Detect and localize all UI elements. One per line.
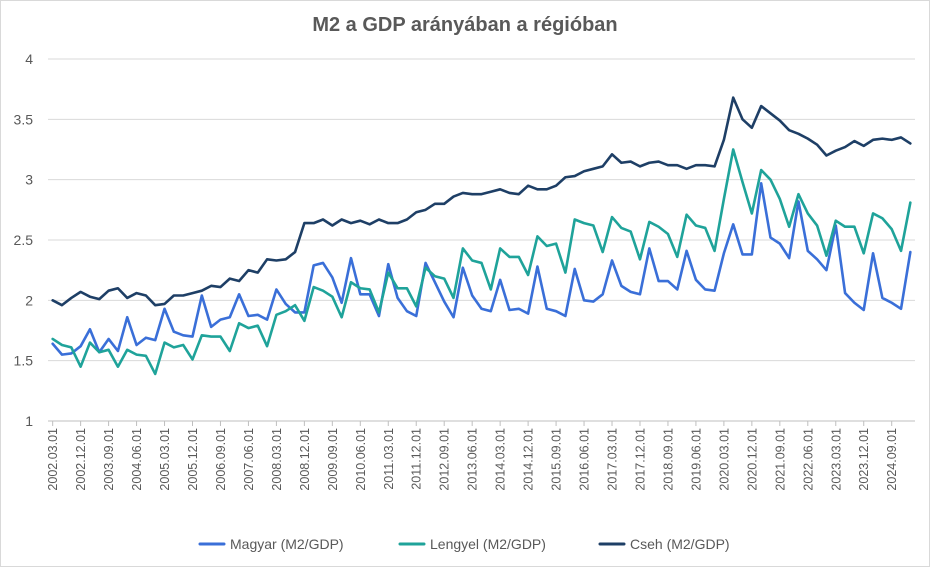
x-tick-label: 2021.09.01: [773, 428, 787, 491]
x-tick-label: 2004.06.01: [130, 428, 144, 491]
x-tick-label: 2015.09.01: [550, 428, 564, 491]
x-tick-label: 2023.12.01: [857, 428, 871, 491]
x-tick-label: 2020.12.01: [745, 428, 759, 491]
x-tick-label: 2005.12.01: [186, 428, 200, 491]
x-tick-label: 2011.03.01: [382, 428, 396, 490]
x-tick-label: 2009.09.01: [326, 428, 340, 491]
legend: Magyar (M2/GDP) Lengyel (M2/GDP) Cseh (M2/…: [198, 536, 730, 552]
y-tick-label: 2: [25, 292, 33, 308]
x-tick-label: 2018.09.01: [661, 428, 675, 491]
x-tick-label: 2010.06.01: [354, 428, 368, 491]
x-tick-label: 2013.06.01: [466, 428, 480, 491]
y-axis: 1 1.5 2 2.5 3 3.5 4: [14, 51, 34, 429]
y-tick-label: 4: [25, 51, 33, 67]
x-tick-label: 2008.03.01: [270, 428, 284, 491]
series-line-1: [51, 181, 912, 356]
series-line-3: [51, 96, 912, 307]
x-tick-label: 2012.09.01: [438, 428, 452, 491]
legend-label: Magyar (M2/GDP): [230, 536, 344, 552]
x-tick-label: 2008.12.01: [298, 428, 312, 491]
x-tick-label: 2003.09.01: [102, 428, 116, 491]
x-tick-label: 2002.12.01: [74, 428, 88, 491]
x-tick-label: 2014.03.01: [494, 428, 508, 491]
x-tick-label: 2024.09.01: [885, 428, 899, 491]
x-tick-label: 2005.03.01: [158, 428, 172, 491]
legend-label: Cseh (M2/GDP): [630, 536, 730, 552]
x-tick-label: 2017.03.01: [606, 428, 620, 491]
x-tick-label: 2007.06.01: [242, 428, 256, 491]
x-tick-label: 2022.06.01: [801, 428, 815, 491]
x-tick-label: 2017.12.01: [633, 428, 647, 491]
x-tick-label: 2006.09.01: [214, 428, 228, 491]
x-tick-label: 2019.06.01: [689, 428, 703, 491]
y-tick-label: 3.5: [14, 111, 34, 127]
series-line-2: [51, 148, 912, 376]
x-axis: 2002.03.01 2002.12.01 2003.09.01 2004.06.01…: [46, 421, 899, 491]
x-tick-label: 2020.03.01: [717, 428, 731, 491]
y-tick-label: 2.5: [14, 232, 34, 248]
chart-title: M2 a GDP arányában a régióban: [312, 14, 618, 36]
x-tick-label: 2011.12.01: [410, 428, 424, 490]
series-lines: [51, 96, 912, 376]
x-tick-label: 2014.12.01: [522, 428, 536, 491]
gridlines: [48, 58, 915, 422]
x-tick-label: 2002.03.01: [46, 428, 60, 491]
y-tick-label: 1: [25, 413, 33, 429]
legend-label: Lengyel (M2/GDP): [430, 536, 546, 552]
y-tick-label: 1.5: [14, 353, 34, 369]
x-tick-label: 2023.03.01: [829, 428, 843, 491]
x-tick-label: 2016.06.01: [578, 428, 592, 491]
y-tick-label: 3: [25, 172, 33, 188]
